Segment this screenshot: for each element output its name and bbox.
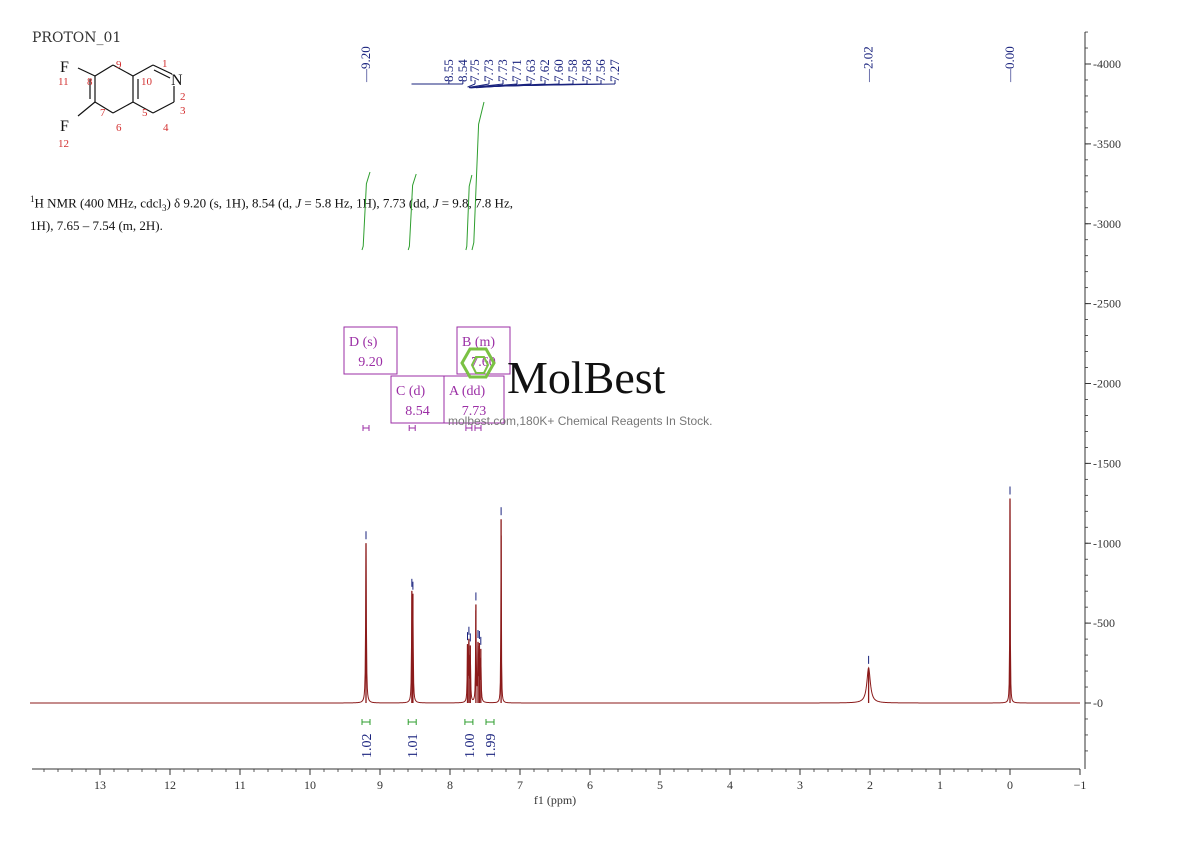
x-tick-label: 0	[1007, 778, 1013, 792]
peak-label-connector	[467, 83, 476, 88]
x-tick-label: 4	[727, 778, 733, 792]
peak-label: —0.00	[1002, 46, 1017, 83]
atom-number-2: 2	[180, 91, 186, 103]
y-tick-label: -2500	[1093, 297, 1121, 311]
peak-label: 7.56	[593, 59, 608, 82]
peak-label: 7.27	[607, 59, 622, 82]
multiplet-shift: 7.73	[462, 404, 487, 419]
peak-label: 8.55	[441, 59, 456, 82]
molbest-watermark: MolBest	[460, 347, 666, 403]
nmr-text-subscript: 3	[161, 202, 167, 213]
peak-label: 7.75	[467, 59, 482, 82]
peak-label: 7.71	[509, 59, 524, 82]
multiplet-label: A (dd)	[449, 384, 486, 399]
atom-number-12: 12	[58, 138, 69, 150]
ring-number-9: 9	[116, 59, 122, 71]
x-tick-label: 5	[657, 778, 663, 792]
atom-number-11: 11	[58, 76, 69, 88]
x-tick-label: 12	[164, 778, 176, 792]
nmr-text-part-4: = 9.8, 7.8 Hz,	[438, 195, 513, 211]
integral-curve	[407, 173, 417, 251]
y-tick-label: -3500	[1093, 137, 1121, 151]
nucleus-superscript: 1	[30, 194, 35, 204]
peak-label: 7.62	[537, 59, 552, 82]
peak-label-connector	[501, 83, 616, 87]
peak-label: 7.73	[481, 59, 496, 82]
multiplet-shift: 8.54	[405, 404, 430, 419]
integral-value: 1.02	[360, 734, 375, 759]
x-tick-label: 3	[797, 778, 803, 792]
integral-curve	[361, 171, 371, 251]
ring-number-10: 10	[141, 76, 153, 88]
ring-number-3: 3	[180, 105, 186, 117]
molecule-structure: F 11 F 12 N 2 1 3 4 5 6 7 8 9 10	[58, 58, 186, 150]
x-tick-label: 6	[587, 778, 593, 792]
peak-label: 8.54	[455, 59, 470, 82]
y-tick-label: -2000	[1093, 377, 1121, 391]
x-tick-label: 13	[94, 778, 106, 792]
x-tick-label: 1	[937, 778, 943, 792]
x-tick-label: −1	[1074, 778, 1087, 792]
x-tick-label: 2	[867, 778, 873, 792]
x-tick-label: 7	[517, 778, 523, 792]
y-tick-label: -4000	[1093, 57, 1121, 71]
integral-curve	[471, 101, 485, 251]
x-axis-label: f1 (ppm)	[534, 793, 576, 807]
multiplet-shift: 7.60	[471, 355, 496, 370]
nmr-text-part-2: ) δ 9.20 (s, 1H), 8.54 (d,	[166, 195, 296, 211]
peak-label-connector	[468, 83, 490, 88]
integral-value: 1.00	[463, 734, 478, 759]
integral-value: 1.01	[406, 734, 421, 759]
molbest-logo-icon	[460, 347, 496, 379]
integral-value: 1.99	[484, 734, 499, 759]
coupling-constant-j2: J	[432, 195, 439, 211]
ring-number-4: 4	[163, 122, 169, 134]
multiplet-label: C (d)	[396, 384, 426, 399]
ring-number-1: 1	[162, 58, 168, 70]
y-tick-label: -500	[1093, 616, 1115, 630]
peak-label: 7.58	[565, 59, 580, 82]
peak-label: —9.20	[358, 46, 373, 83]
x-tick-label: 8	[447, 778, 453, 792]
x-tick-label: 9	[377, 778, 383, 792]
peak-label: 7.63	[523, 59, 538, 82]
y-tick-label: -1000	[1093, 536, 1121, 550]
sample-name: PROTON_01	[32, 30, 122, 46]
coupling-constant-j1: J	[295, 195, 302, 211]
peak-label: 7.73	[495, 59, 510, 82]
molbest-tagline: molbest.com,180K+ Chemical Reagents In S…	[448, 414, 713, 428]
nmr-text-part-3: = 5.8 Hz, 1H), 7.73 (dd,	[301, 195, 433, 211]
peak-label: —2.02	[861, 46, 876, 83]
nmr-text-part-5: 1H), 7.65 – 7.54 (m, 2H).	[30, 217, 163, 233]
molbest-brand: MolBest	[507, 352, 666, 403]
atom-F-12: F	[60, 118, 69, 135]
multiplet-label: D (s)	[349, 335, 378, 350]
y-tick-label: -0	[1093, 696, 1103, 710]
ring-number-6: 6	[116, 122, 122, 134]
spectrum-line	[30, 498, 1080, 704]
y-tick-label: -3000	[1093, 217, 1121, 231]
peak-label: 7.58	[579, 59, 594, 82]
integral-curve	[465, 174, 473, 251]
x-tick-label: 11	[234, 778, 246, 792]
nmr-description: 1H NMR (400 MHz, cdcl3) δ 9.20 (s, 1H), …	[30, 190, 590, 235]
peak-label: 7.60	[551, 59, 566, 82]
atom-N-2: N	[171, 72, 183, 89]
x-tick-label: 10	[304, 778, 316, 792]
ring-number-7: 7	[100, 107, 106, 119]
multiplet-box	[343, 326, 398, 375]
multiplet-shift: 9.20	[358, 355, 383, 370]
multiplet-label: B (m)	[462, 335, 495, 350]
ring-number-8: 8	[87, 76, 93, 88]
atom-F-11: F	[60, 59, 69, 76]
y-tick-label: -1500	[1093, 456, 1121, 470]
ring-number-5: 5	[142, 107, 148, 119]
nmr-text-part-1: H NMR (400 MHz, cdcl	[34, 195, 162, 211]
